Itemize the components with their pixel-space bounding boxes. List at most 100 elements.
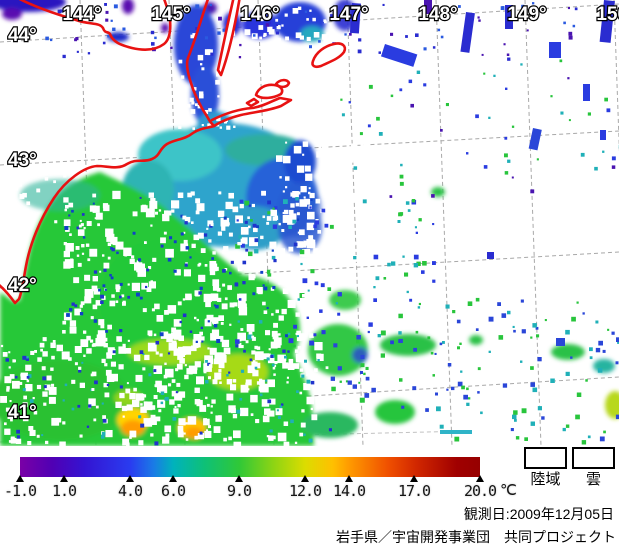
speckle [277, 416, 281, 419]
sst-patch [161, 23, 169, 33]
speckle [79, 312, 84, 316]
island-outline [254, 83, 284, 100]
speckle [194, 387, 200, 393]
speckle [218, 315, 224, 321]
speckle [194, 399, 201, 405]
sst-patch [551, 344, 585, 360]
speckle [150, 433, 154, 437]
speckle [8, 351, 11, 354]
speckle [207, 220, 214, 227]
speckle [224, 297, 228, 301]
speckle [201, 67, 205, 71]
speckle [203, 418, 207, 422]
speckle [139, 350, 144, 354]
speckle [207, 320, 210, 323]
speckle [247, 43, 252, 48]
speckle [180, 75, 185, 79]
speckle [339, 196, 344, 201]
sst-patch [191, 65, 219, 125]
speckle [81, 213, 85, 216]
speckle [362, 199, 367, 204]
speckle [27, 374, 32, 378]
speckle [504, 153, 508, 158]
speckle [323, 19, 326, 22]
speckle [82, 236, 86, 239]
speckle [48, 387, 57, 395]
speckle [405, 201, 410, 205]
speckle [8, 366, 11, 369]
speckle [446, 388, 449, 391]
speckle [167, 305, 177, 314]
speckle [227, 285, 232, 290]
speckle [91, 388, 95, 391]
speckle [341, 181, 345, 184]
speckle [12, 185, 18, 191]
speckle [380, 353, 385, 358]
speckle [390, 94, 394, 98]
speckle [248, 225, 251, 229]
speckle [254, 351, 264, 361]
speckle [194, 361, 201, 368]
speckle [14, 375, 18, 379]
speckle [432, 46, 436, 49]
speckle [119, 282, 123, 286]
speckle [191, 221, 194, 224]
speckle [200, 63, 203, 66]
speckle [275, 217, 279, 221]
sst-streak [505, 5, 513, 29]
speckle [264, 408, 271, 415]
speckle [211, 399, 216, 404]
speckle [37, 357, 42, 362]
speckle [294, 441, 298, 444]
speckle [116, 336, 122, 342]
speckle [173, 334, 179, 340]
speckle [229, 271, 232, 275]
speckle [315, 198, 321, 204]
speckle [278, 333, 281, 336]
speckle [199, 431, 203, 435]
speckle [34, 350, 37, 353]
speckle [198, 274, 206, 282]
speckle [197, 232, 204, 239]
speckle [92, 276, 98, 282]
colorbar-tick-label: 17.0 [397, 482, 431, 500]
speckle [368, 211, 374, 216]
speckle [12, 380, 20, 389]
speckle [258, 320, 263, 324]
speckle [179, 320, 182, 324]
speckle [300, 262, 303, 266]
speckle [238, 56, 242, 59]
speckle [227, 379, 231, 383]
speckle [299, 229, 305, 236]
sst-streak [549, 42, 561, 58]
speckle [310, 407, 313, 411]
speckle [399, 88, 403, 92]
speckle [53, 180, 56, 184]
speckle [432, 374, 435, 377]
speckle [74, 304, 78, 308]
speckle [203, 293, 212, 303]
speckle [323, 136, 331, 143]
speckle [110, 19, 113, 22]
speckle [116, 251, 119, 255]
speckle [360, 168, 365, 173]
speckle [250, 219, 253, 222]
lon-label: 146° [240, 4, 279, 25]
speckle [244, 29, 251, 36]
speckle [182, 346, 192, 355]
speckle [195, 4, 200, 9]
speckle [493, 74, 496, 77]
speckle [25, 364, 32, 371]
colorbar-tick-label: 20.0 [463, 482, 497, 500]
speckle [24, 177, 28, 182]
speckle [326, 211, 331, 216]
speckle [42, 391, 48, 397]
speckle [363, 372, 366, 376]
speckle [103, 268, 107, 272]
speckle [215, 304, 219, 309]
speckle [356, 339, 360, 344]
speckle [215, 337, 219, 341]
speckle [159, 332, 164, 337]
speckle [15, 438, 22, 444]
speckle [296, 218, 300, 221]
